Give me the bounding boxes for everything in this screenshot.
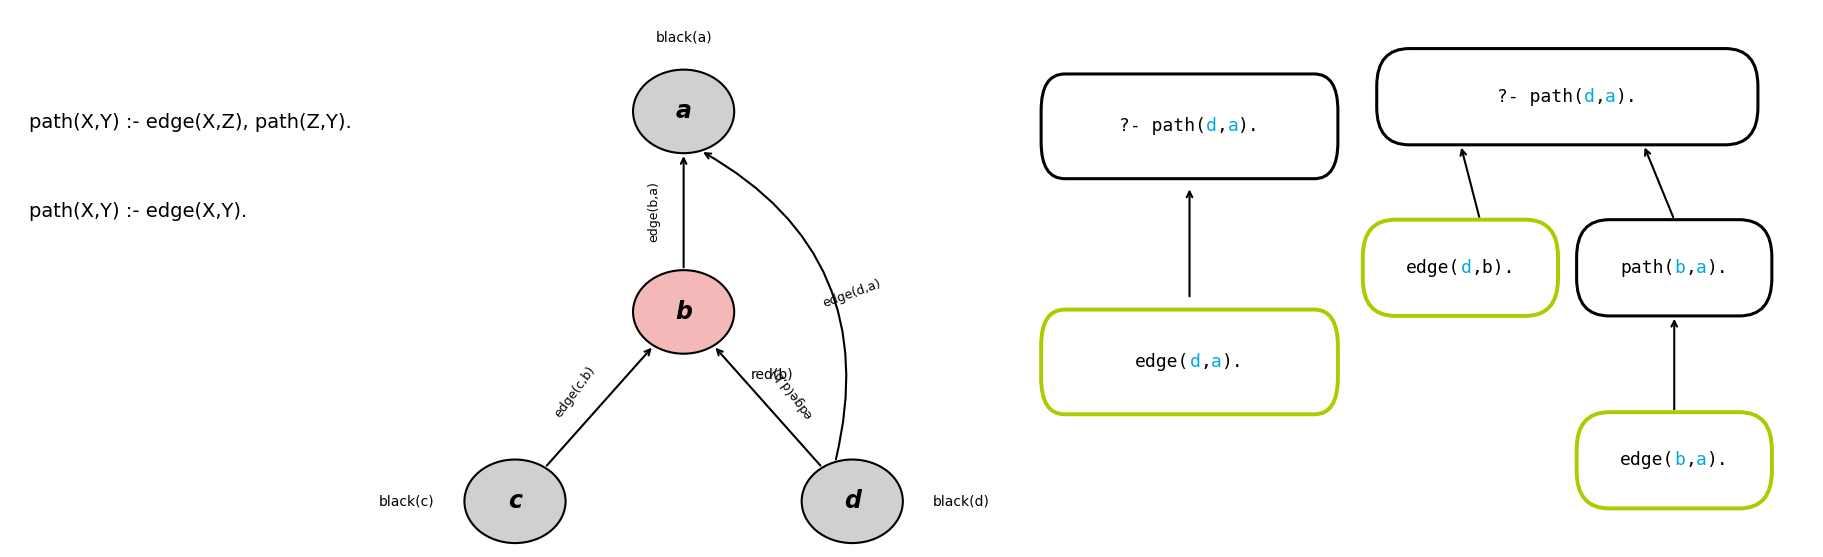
Text: ,: , — [1200, 353, 1210, 371]
Text: edge(d,b): edge(d,b) — [769, 363, 815, 420]
Text: a: a — [676, 99, 691, 124]
FancyBboxPatch shape — [1041, 310, 1338, 414]
Text: a: a — [1695, 451, 1706, 470]
Text: ,b).: ,b). — [1471, 259, 1515, 277]
Text: path(X,Y) :- edge(X,Z), path(Z,Y).: path(X,Y) :- edge(X,Z), path(Z,Y). — [29, 113, 352, 132]
Text: ?- path(: ?- path( — [1497, 87, 1584, 106]
FancyBboxPatch shape — [1376, 48, 1757, 145]
Text: path(: path( — [1621, 259, 1674, 277]
Text: d: d — [1190, 353, 1200, 371]
Text: edge(b,a): edge(b,a) — [647, 181, 660, 242]
Text: black(a): black(a) — [654, 31, 713, 45]
Text: path(X,Y) :- edge(X,Y).: path(X,Y) :- edge(X,Y). — [29, 202, 248, 221]
FancyBboxPatch shape — [1041, 74, 1338, 179]
Circle shape — [633, 70, 735, 153]
FancyBboxPatch shape — [1577, 412, 1772, 509]
Text: edge(d,a): edge(d,a) — [820, 277, 882, 310]
Text: ?- path(: ?- path( — [1119, 118, 1207, 135]
Text: red(b): red(b) — [751, 368, 793, 382]
Text: ,: , — [1595, 87, 1606, 106]
Text: ).: ). — [1706, 259, 1728, 277]
Text: edge(: edge( — [1406, 259, 1460, 277]
Text: b: b — [1674, 259, 1684, 277]
Text: c: c — [509, 489, 521, 514]
Text: ,: , — [1684, 451, 1695, 470]
Text: a: a — [1227, 118, 1238, 135]
Text: a: a — [1695, 259, 1706, 277]
Circle shape — [633, 270, 735, 354]
Text: b: b — [1674, 451, 1684, 470]
Text: a: a — [1210, 353, 1221, 371]
Circle shape — [465, 460, 565, 543]
Text: b: b — [675, 300, 693, 324]
Text: black(d): black(d) — [933, 494, 990, 509]
Text: ).: ). — [1706, 451, 1728, 470]
FancyBboxPatch shape — [1364, 219, 1559, 316]
Text: ).: ). — [1221, 353, 1243, 371]
Text: ,: , — [1216, 118, 1227, 135]
Text: ).: ). — [1617, 87, 1637, 106]
Text: edge(c,b): edge(c,b) — [552, 364, 598, 420]
FancyBboxPatch shape — [1577, 219, 1772, 316]
Text: a: a — [1606, 87, 1617, 106]
Text: d: d — [844, 489, 860, 514]
Text: edge(: edge( — [1136, 353, 1190, 371]
Text: edge(: edge( — [1621, 451, 1674, 470]
Text: black(c): black(c) — [379, 494, 434, 509]
Text: ).: ). — [1238, 118, 1260, 135]
Circle shape — [802, 460, 902, 543]
Text: d: d — [1460, 259, 1471, 277]
Text: d: d — [1205, 118, 1216, 135]
Text: d: d — [1584, 87, 1595, 106]
Text: ,: , — [1684, 259, 1695, 277]
